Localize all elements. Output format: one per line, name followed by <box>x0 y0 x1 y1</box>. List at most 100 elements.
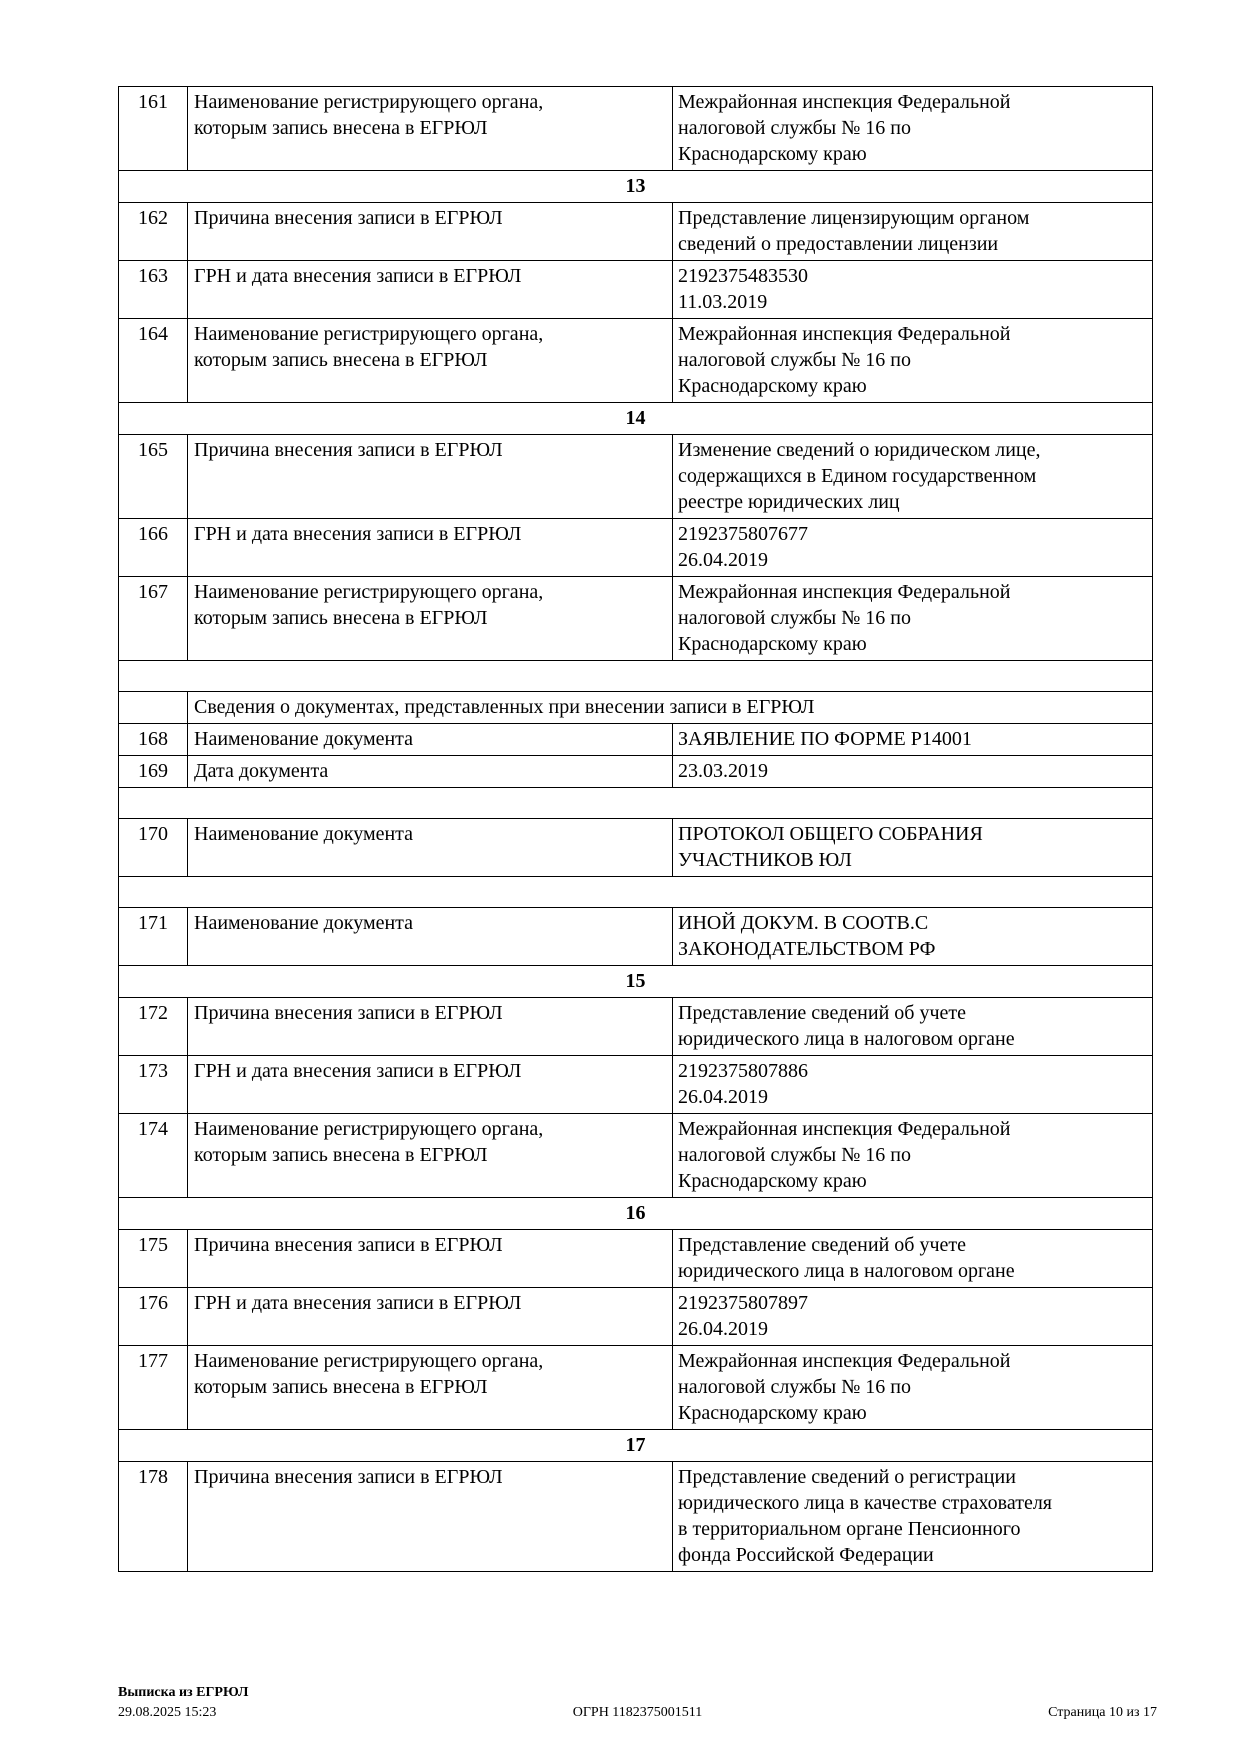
field-value-cell: Межрайонная инспекция Федеральной налого… <box>672 86 1153 171</box>
field-name-cell: ГРН и дата внесения записи в ЕГРЮЛ <box>187 518 673 577</box>
spacer-cell <box>118 876 1153 908</box>
field-value-cell: ЗАЯВЛЕНИЕ ПО ФОРМЕ Р14001 <box>672 723 1153 756</box>
field-name-cell: Наименование регистрирующего органа, кот… <box>187 576 673 661</box>
section-number-label: 13 <box>118 170 1153 203</box>
ogrn-label: ОГРН 1182375001511 <box>572 1705 703 1720</box>
row-number-cell: 166 <box>118 518 188 577</box>
section-number-row: 16 <box>118 1197 1153 1230</box>
table-row: 164 Наименование регистрирующего органа, … <box>118 318 1153 403</box>
field-value-cell: ИНОЙ ДОКУМ. В СООТВ.С ЗАКОНОДАТЕЛЬСТВОМ … <box>672 907 1153 966</box>
field-name-cell: Наименование регистрирующего органа, кот… <box>187 1345 673 1430</box>
field-value-cell: 2192375807677 26.04.2019 <box>672 518 1153 577</box>
section-number-row: 14 <box>118 402 1153 435</box>
row-number-cell <box>118 691 188 724</box>
field-name-cell: Наименование регистрирующего органа, кот… <box>187 86 673 171</box>
egrul-records-table: 161 Наименование регистрирующего органа, … <box>118 86 1153 1572</box>
section-number-row: 15 <box>118 965 1153 998</box>
field-name-cell: Наименование регистрирующего органа, кот… <box>187 1113 673 1198</box>
page-indicator: Страница 10 из 17 <box>1048 1705 1157 1720</box>
row-number-cell: 175 <box>118 1229 188 1288</box>
table-row: 161 Наименование регистрирующего органа, … <box>118 86 1153 171</box>
section-number-row: 17 <box>118 1429 1153 1462</box>
row-number-cell: 176 <box>118 1287 188 1346</box>
row-number-cell: 161 <box>118 86 188 171</box>
spacer-cell <box>118 787 1153 819</box>
field-name-cell: Причина внесения записи в ЕГРЮЛ <box>187 434 673 519</box>
documents-subheader-label: Сведения о документах, представленных пр… <box>187 691 1153 724</box>
field-value-cell: Межрайонная инспекция Федеральной налого… <box>672 1113 1153 1198</box>
table-row: 173 ГРН и дата внесения записи в ЕГРЮЛ 219… <box>118 1055 1153 1114</box>
field-value-cell: Межрайонная инспекция Федеральной налого… <box>672 318 1153 403</box>
row-number-cell: 163 <box>118 260 188 319</box>
section-number-label: 15 <box>118 965 1153 998</box>
table-row: 167 Наименование регистрирующего органа, … <box>118 576 1153 661</box>
table-row: 162 Причина внесения записи в ЕГРЮЛ Предст… <box>118 202 1153 261</box>
field-value-cell: Межрайонная инспекция Федеральной налого… <box>672 1345 1153 1430</box>
spacer-row <box>118 787 1153 819</box>
field-name-cell: Дата документа <box>187 755 673 788</box>
section-number-label: 16 <box>118 1197 1153 1230</box>
field-value-cell: Представление сведений о регистрации юри… <box>672 1461 1153 1572</box>
row-number-cell: 178 <box>118 1461 188 1572</box>
table-row: 171 Наименование документа ИНОЙ ДОКУМ. В С… <box>118 907 1153 966</box>
table-row: 175 Причина внесения записи в ЕГРЮЛ Предст… <box>118 1229 1153 1288</box>
doc-type-label: Выписка из ЕГРЮЛ <box>118 1685 249 1700</box>
documents-subheader-row: Сведения о документах, представленных пр… <box>118 691 1153 724</box>
row-number-cell: 170 <box>118 818 188 877</box>
field-value-cell: Представление сведений об учете юридичес… <box>672 997 1153 1056</box>
page-footer: Выписка из ЕГРЮЛ 29.08.2025 15:23 ОГРН 1… <box>118 1683 1157 1723</box>
row-number-cell: 168 <box>118 723 188 756</box>
row-number-cell: 165 <box>118 434 188 519</box>
row-number-cell: 174 <box>118 1113 188 1198</box>
row-number-cell: 169 <box>118 755 188 788</box>
table-row: 174 Наименование регистрирующего органа, … <box>118 1113 1153 1198</box>
field-value-cell: 2192375807897 26.04.2019 <box>672 1287 1153 1346</box>
section-number-label: 14 <box>118 402 1153 435</box>
footer-meta-row: 29.08.2025 15:23 ОГРН 1182375001511 Стра… <box>118 1703 1157 1723</box>
table-row: 166 ГРН и дата внесения записи в ЕГРЮЛ 219… <box>118 518 1153 577</box>
table-row: 163 ГРН и дата внесения записи в ЕГРЮЛ 219… <box>118 260 1153 319</box>
field-name-cell: Наименование документа <box>187 907 673 966</box>
extract-datetime: 29.08.2025 15:23 <box>118 1705 217 1720</box>
field-name-cell: Причина внесения записи в ЕГРЮЛ <box>187 997 673 1056</box>
field-name-cell: ГРН и дата внесения записи в ЕГРЮЛ <box>187 1287 673 1346</box>
field-value-cell: ПРОТОКОЛ ОБЩЕГО СОБРАНИЯ УЧАСТНИКОВ ЮЛ <box>672 818 1153 877</box>
table-row: 165 Причина внесения записи в ЕГРЮЛ Измене… <box>118 434 1153 519</box>
field-value-cell: Межрайонная инспекция Федеральной налого… <box>672 576 1153 661</box>
table-row: 170 Наименование документа ПРОТОКОЛ ОБЩЕГО… <box>118 818 1153 877</box>
field-value-cell: Представление лицензирующим органом свед… <box>672 202 1153 261</box>
row-number-cell: 164 <box>118 318 188 403</box>
spacer-row <box>118 660 1153 692</box>
table-row: 168 Наименование документа ЗАЯВЛЕНИЕ ПО ФО… <box>118 723 1153 756</box>
row-number-cell: 177 <box>118 1345 188 1430</box>
row-number-cell: 167 <box>118 576 188 661</box>
table-row: 169 Дата документа 23.03.2019 <box>118 755 1153 788</box>
table-row: 176 ГРН и дата внесения записи в ЕГРЮЛ 219… <box>118 1287 1153 1346</box>
field-value-cell: 2192375483530 11.03.2019 <box>672 260 1153 319</box>
field-value-cell: Представление сведений об учете юридичес… <box>672 1229 1153 1288</box>
table-row: 178 Причина внесения записи в ЕГРЮЛ Предст… <box>118 1461 1153 1572</box>
field-name-cell: Причина внесения записи в ЕГРЮЛ <box>187 1229 673 1288</box>
field-name-cell: ГРН и дата внесения записи в ЕГРЮЛ <box>187 260 673 319</box>
field-name-cell: Причина внесения записи в ЕГРЮЛ <box>187 202 673 261</box>
field-name-cell: Наименование документа <box>187 723 673 756</box>
field-value-cell: 23.03.2019 <box>672 755 1153 788</box>
row-number-cell: 162 <box>118 202 188 261</box>
row-number-cell: 171 <box>118 907 188 966</box>
table-row: 177 Наименование регистрирующего органа, … <box>118 1345 1153 1430</box>
field-name-cell: Наименование регистрирующего органа, кот… <box>187 318 673 403</box>
row-number-cell: 172 <box>118 997 188 1056</box>
egrul-table-body: 161 Наименование регистрирующего органа, … <box>118 86 1153 1572</box>
field-value-cell: 2192375807886 26.04.2019 <box>672 1055 1153 1114</box>
spacer-cell <box>118 660 1153 692</box>
field-name-cell: Причина внесения записи в ЕГРЮЛ <box>187 1461 673 1572</box>
spacer-row <box>118 876 1153 908</box>
row-number-cell: 173 <box>118 1055 188 1114</box>
field-name-cell: ГРН и дата внесения записи в ЕГРЮЛ <box>187 1055 673 1114</box>
field-value-cell: Изменение сведений о юридическом лице, с… <box>672 434 1153 519</box>
section-number-label: 17 <box>118 1429 1153 1462</box>
section-number-row: 13 <box>118 170 1153 203</box>
table-row: 172 Причина внесения записи в ЕГРЮЛ Предст… <box>118 997 1153 1056</box>
field-name-cell: Наименование документа <box>187 818 673 877</box>
